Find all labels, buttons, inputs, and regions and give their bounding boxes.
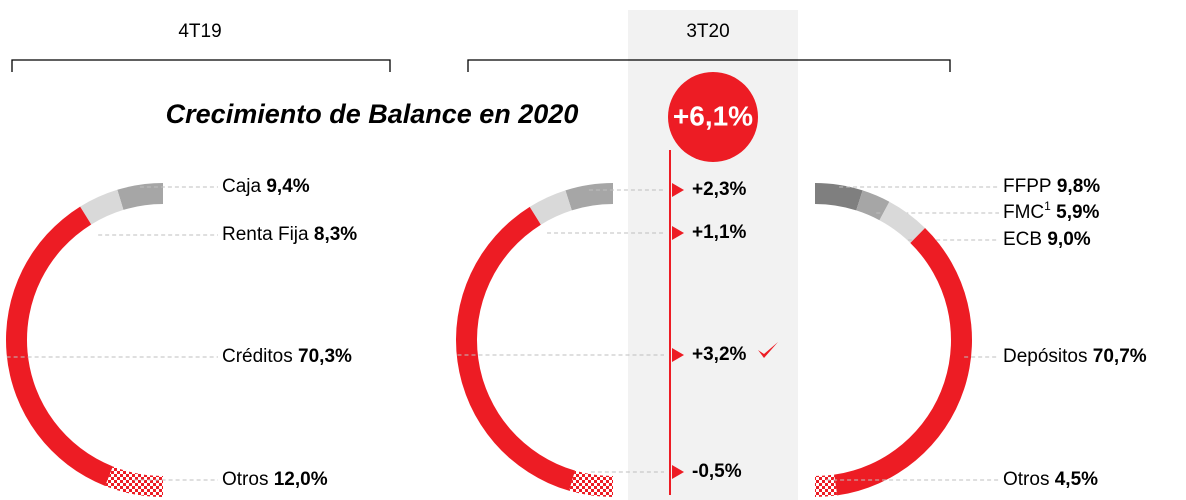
bracket (467, 59, 951, 72)
period-label: 3T20 (686, 21, 729, 42)
donut-segment (80, 189, 124, 225)
donut-segment (569, 470, 613, 497)
segment-label: Otros 4,5% (1003, 469, 1098, 490)
segment-name: Depósitos (1003, 346, 1088, 367)
growth-label: -0,5% (692, 461, 742, 482)
segment-name: Otros (222, 469, 268, 490)
donut-segment (834, 228, 972, 496)
total-growth: +6,1% (673, 100, 753, 131)
segment-name: FFPP (1003, 176, 1052, 197)
donut-segment (856, 190, 890, 221)
donut-segment (815, 183, 863, 211)
segment-value: 4,5% (1055, 469, 1098, 490)
segment-value: 9,4% (266, 176, 309, 197)
segment-value: 9,8% (1057, 176, 1100, 197)
donut-segment (105, 466, 163, 497)
segment-label: Renta Fija 8,3% (222, 224, 357, 245)
segment-label: Otros 12,0% (222, 469, 328, 490)
donut-segment (565, 183, 613, 211)
segment-name: Renta Fija (222, 224, 309, 245)
donut-segment (815, 474, 838, 497)
period-label: 4T19 (178, 21, 221, 42)
total-badge (668, 72, 758, 162)
segment-label: FFPP 9,8% (1003, 176, 1100, 197)
segment-label: FMC1 5,9% (1003, 199, 1100, 223)
growth-label: +3,2% (692, 344, 747, 365)
growth-label: +2,3% (692, 179, 747, 200)
segment-name: ECB (1003, 229, 1042, 250)
donut-segment (456, 206, 576, 491)
growth-arrow (672, 226, 684, 240)
segment-value: 12,0% (274, 469, 328, 490)
segment-label: Depósitos 70,7% (1003, 346, 1147, 367)
footnote: 1 (1044, 199, 1051, 213)
segment-value: 70,3% (298, 346, 352, 367)
growth-arrow (672, 183, 684, 197)
segment-value: 8,3% (314, 224, 357, 245)
growth-label: +1,1% (692, 222, 747, 243)
check-icon (758, 342, 778, 358)
segment-name: Caja (222, 176, 262, 197)
title: Crecimiento de Balance en 2020 (166, 99, 579, 129)
segment-name: Otros (1003, 469, 1049, 490)
segment-label: Caja 9,4% (222, 176, 310, 197)
segment-value: 9,0% (1047, 229, 1090, 250)
segment-label: Créditos 70,3% (222, 346, 352, 367)
donut-segment (879, 201, 926, 244)
bracket (11, 59, 391, 72)
donut-segment (117, 183, 163, 210)
growth-arrow (672, 465, 684, 479)
donut-segment (529, 190, 572, 225)
segment-name: FMC (1003, 202, 1044, 223)
growth-arrow (672, 348, 684, 362)
segment-name: Créditos (222, 346, 293, 367)
segment-label: ECB 9,0% (1003, 229, 1091, 250)
segment-value: 70,7% (1093, 346, 1147, 367)
donut-segment (5, 206, 113, 486)
segment-value: 5,9% (1056, 202, 1099, 223)
